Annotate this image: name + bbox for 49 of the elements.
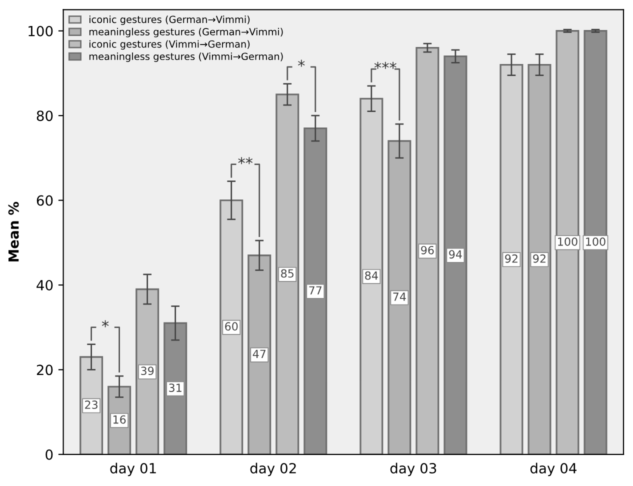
legend-label: meaningless gestures (Vimmi→German): [89, 52, 283, 62]
y-tick-label: 0: [46, 449, 53, 460]
bar: [388, 140, 412, 454]
annotation: *: [102, 320, 109, 328]
data-label: 16: [113, 415, 126, 424]
data-label: 60: [225, 322, 238, 331]
data-label: 31: [169, 384, 182, 392]
legend-label: iconic gestures (German→Vimmi): [89, 16, 250, 25]
bar: [360, 98, 384, 454]
x-tick-label: day 03: [390, 462, 436, 476]
legend-label: iconic gestures (Vimmi→German): [89, 40, 250, 50]
bar: [416, 47, 440, 454]
data-label: 92: [505, 254, 518, 263]
y-tick-label: 100: [28, 26, 53, 36]
data-label: 47: [252, 350, 266, 358]
data-label: 100: [586, 237, 606, 246]
x-tick-label: day 02: [250, 462, 296, 476]
bar: [304, 127, 328, 454]
annotation: **: [238, 157, 253, 164]
data-label: 85: [281, 269, 294, 278]
bar: [444, 55, 468, 454]
bar: [136, 288, 160, 454]
annotation: ***: [374, 62, 396, 69]
bar: [584, 30, 608, 454]
data-label: 77: [309, 286, 322, 294]
data-label: 100: [558, 237, 578, 246]
data-label: 84: [365, 271, 378, 280]
y-tick-label: 40: [36, 280, 53, 290]
x-tick-label: day 01: [110, 462, 156, 476]
legend-label: meaningless gestures (German→Vimmi): [89, 28, 283, 38]
bar: [276, 94, 300, 454]
bar: [528, 64, 552, 454]
data-label: 94: [449, 250, 462, 259]
y-tick-label: 60: [36, 195, 53, 206]
bar: [500, 64, 524, 454]
bar: [220, 199, 244, 454]
y-axis-title: Mean %: [8, 202, 19, 262]
data-label: 96: [421, 246, 434, 254]
data-label: 74: [393, 292, 406, 301]
data-label: 92: [533, 254, 546, 263]
bar: [248, 254, 272, 454]
bar: [556, 30, 580, 454]
data-label: 23: [85, 400, 98, 409]
bar: [164, 322, 188, 454]
data-label: 39: [141, 366, 154, 376]
y-tick-label: 20: [36, 364, 53, 376]
annotation: *: [298, 60, 305, 67]
x-tick-label: day 04: [530, 462, 577, 476]
y-tick-label: 80: [36, 110, 53, 122]
